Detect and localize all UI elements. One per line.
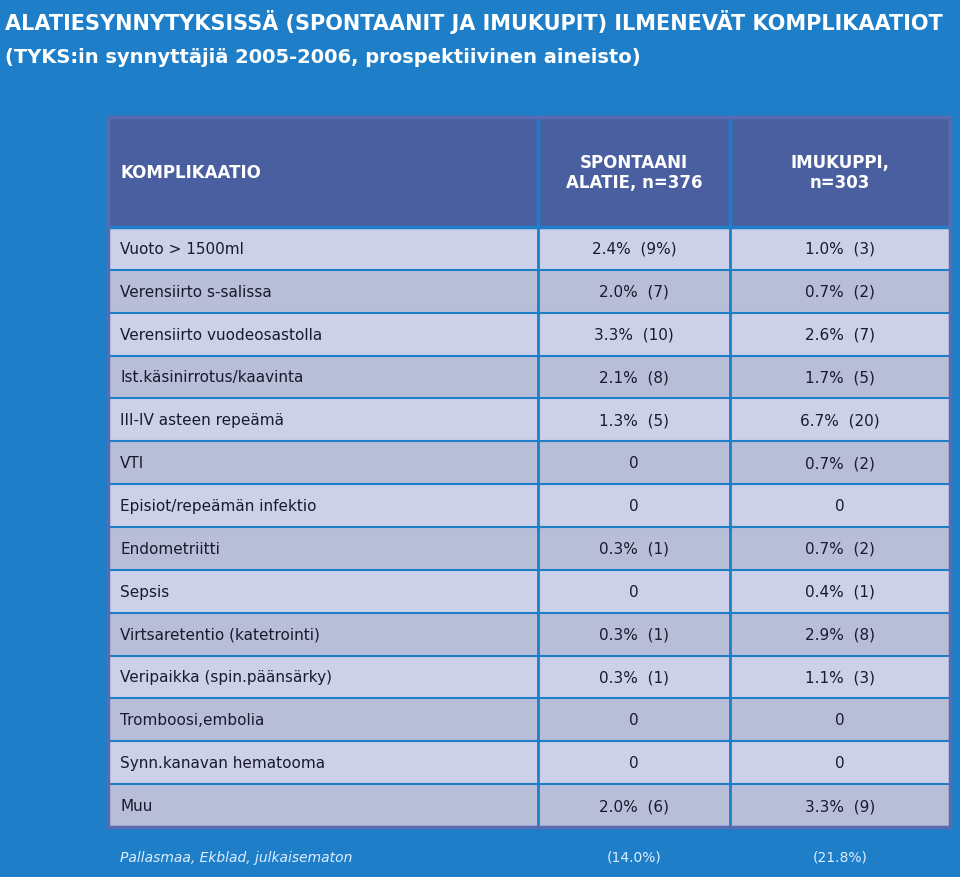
Text: Endometriitti: Endometriitti <box>120 541 220 556</box>
Text: 0.7%  (2): 0.7% (2) <box>805 541 875 556</box>
Text: Episiot/repeämän infektio: Episiot/repeämän infektio <box>120 498 317 514</box>
Text: 2.4%  (9%): 2.4% (9%) <box>591 242 676 257</box>
Text: 0.7%  (2): 0.7% (2) <box>805 456 875 471</box>
Text: Pallasmaa, Ekblad, julkaisematon: Pallasmaa, Ekblad, julkaisematon <box>120 850 352 864</box>
Text: 2.6%  (7): 2.6% (7) <box>805 327 875 342</box>
Bar <box>108 527 950 570</box>
Bar <box>108 313 950 356</box>
Text: ALATIESYNNYTYKSISSÄ (SPONTAANIT JA IMUKUPIT) ILMENEVÄT KOMPLIKAATIOT: ALATIESYNNYTYKSISSÄ (SPONTAANIT JA IMUKU… <box>5 10 943 34</box>
Bar <box>108 356 950 399</box>
Text: Ist.käsinirrotus/kaavinta: Ist.käsinirrotus/kaavinta <box>120 370 303 385</box>
Bar <box>108 699 950 741</box>
Text: Virtsaretentio (katetrointi): Virtsaretentio (katetrointi) <box>120 627 320 642</box>
Text: 0.7%  (2): 0.7% (2) <box>805 284 875 299</box>
Text: Tromboosi,embolia: Tromboosi,embolia <box>120 712 264 728</box>
Text: 2.0%  (7): 2.0% (7) <box>599 284 669 299</box>
Text: 3.3%  (10): 3.3% (10) <box>594 327 674 342</box>
Bar <box>108 270 950 313</box>
Text: (TYKS:in synnyttäjiä 2005-2006, prospektiivinen aineisto): (TYKS:in synnyttäjiä 2005-2006, prospekt… <box>5 48 640 67</box>
Bar <box>108 442 950 485</box>
Text: IMUKUPPI,
n=303: IMUKUPPI, n=303 <box>790 153 890 192</box>
Text: 2.0%  (6): 2.0% (6) <box>599 798 669 813</box>
Text: 2.1%  (8): 2.1% (8) <box>599 370 669 385</box>
Text: (21.8%): (21.8%) <box>812 850 868 864</box>
Text: 0: 0 <box>835 755 845 770</box>
Bar <box>108 741 950 784</box>
Text: 0: 0 <box>835 498 845 514</box>
Bar <box>108 570 950 613</box>
Text: (14.0%): (14.0%) <box>607 850 661 864</box>
Text: Verensiirto s-salissa: Verensiirto s-salissa <box>120 284 272 299</box>
Text: 0: 0 <box>629 498 638 514</box>
Text: Vuoto > 1500ml: Vuoto > 1500ml <box>120 242 244 257</box>
Bar <box>108 656 950 699</box>
Text: Sepsis: Sepsis <box>120 584 169 599</box>
Text: 0: 0 <box>629 712 638 728</box>
Text: 1.0%  (3): 1.0% (3) <box>805 242 875 257</box>
Text: 6.7%  (20): 6.7% (20) <box>801 413 879 428</box>
Text: KOMPLIKAATIO: KOMPLIKAATIO <box>120 164 261 182</box>
Text: 3.3%  (9): 3.3% (9) <box>804 798 876 813</box>
Bar <box>108 228 950 270</box>
Bar <box>108 485 950 527</box>
Text: VTI: VTI <box>120 456 144 471</box>
Bar <box>108 118 950 827</box>
Text: 0.3%  (1): 0.3% (1) <box>599 627 669 642</box>
Text: 0: 0 <box>629 456 638 471</box>
Bar <box>108 118 950 228</box>
Text: 1.1%  (3): 1.1% (3) <box>805 670 875 685</box>
Text: 1.3%  (5): 1.3% (5) <box>599 413 669 428</box>
Text: SPONTAANI
ALATIE, n=376: SPONTAANI ALATIE, n=376 <box>565 153 703 192</box>
Text: 0: 0 <box>629 755 638 770</box>
Text: III-IV asteen repeämä: III-IV asteen repeämä <box>120 413 284 428</box>
Text: Muu: Muu <box>120 798 153 813</box>
Text: 2.9%  (8): 2.9% (8) <box>805 627 875 642</box>
Text: Synn.kanavan hematooma: Synn.kanavan hematooma <box>120 755 325 770</box>
Bar <box>108 784 950 827</box>
Bar <box>108 399 950 442</box>
Text: 0.4%  (1): 0.4% (1) <box>805 584 875 599</box>
Text: 0.3%  (1): 0.3% (1) <box>599 670 669 685</box>
Text: Veripaikka (spin.päänsärky): Veripaikka (spin.päänsärky) <box>120 670 332 685</box>
Text: 0.3%  (1): 0.3% (1) <box>599 541 669 556</box>
Text: 0: 0 <box>835 712 845 728</box>
Text: Verensiirto vuodeosastolla: Verensiirto vuodeosastolla <box>120 327 323 342</box>
Text: 1.7%  (5): 1.7% (5) <box>805 370 875 385</box>
Text: 0: 0 <box>629 584 638 599</box>
Bar <box>108 613 950 656</box>
